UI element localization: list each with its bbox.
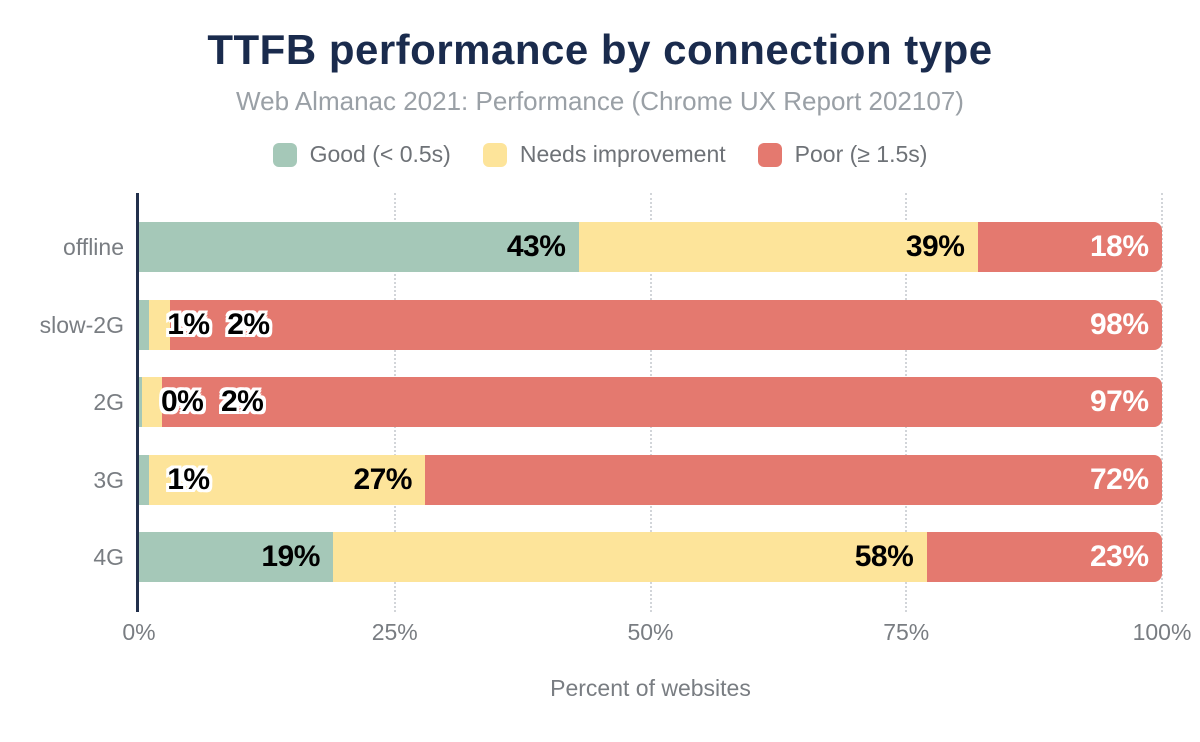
bar-value-label: 39% xyxy=(905,230,965,263)
bar-segment xyxy=(139,299,150,350)
bar-value-label: 97% xyxy=(1090,385,1149,418)
bar-value-label: 2% xyxy=(227,307,270,341)
chart-subtitle: Web Almanac 2021: Performance (Chrome UX… xyxy=(236,86,964,116)
x-axis-tick-label: 25% xyxy=(371,619,418,645)
bar-value-label: 0% xyxy=(161,385,204,418)
bar-value-label: 18% xyxy=(1090,230,1149,263)
legend-swatch-icon xyxy=(272,142,297,167)
bar-segment xyxy=(162,377,1162,427)
y-axis-line xyxy=(136,193,139,612)
bar-segment xyxy=(139,222,579,272)
bar-value-label: 19% xyxy=(261,540,320,573)
legend: Good (< 0.5s) Needs improvement Poor (≥ 1.… xyxy=(0,141,1200,168)
x-axis-tick-label: 50% xyxy=(627,619,674,645)
bar-segment xyxy=(139,532,334,582)
bar-value-label: 2% xyxy=(221,385,264,418)
y-axis-label: 3G xyxy=(93,466,124,493)
bar-segment xyxy=(425,454,1162,505)
x-axis-tick-label: 0% xyxy=(122,619,156,645)
bar-segment xyxy=(149,299,170,350)
bar-value-label: 98% xyxy=(1090,307,1149,341)
bar-segment xyxy=(977,222,1162,272)
bar-segment xyxy=(578,222,978,272)
y-axis-label: offline xyxy=(63,234,124,260)
legend-swatch-icon xyxy=(757,142,782,167)
y-axis-label: 4G xyxy=(93,544,124,570)
legend-item-label: Good (< 0.5s) xyxy=(309,141,451,167)
bar-value-label: 1% xyxy=(167,462,210,496)
chart-title: TTFB performance by connection type xyxy=(207,26,993,73)
bar-segment xyxy=(142,377,163,427)
bar-segment xyxy=(149,454,426,505)
bar-value-label: 43% xyxy=(506,230,566,263)
bar-segment xyxy=(926,532,1162,582)
x-axis-title: Percent of websites xyxy=(550,675,751,701)
bar-segment xyxy=(169,299,1162,350)
bar-segment xyxy=(139,377,142,427)
legend-swatch-icon xyxy=(482,142,507,167)
x-axis-tick-label: 100% xyxy=(1132,619,1192,645)
gridline xyxy=(1161,193,1163,612)
bar-segment xyxy=(333,532,927,582)
bar-value-label: 23% xyxy=(1090,540,1149,573)
y-axis-label: 2G xyxy=(93,389,124,415)
legend-item: Good (< 0.5s) xyxy=(272,141,451,168)
bar-value-label: 1% xyxy=(167,307,210,341)
legend-item: Poor (≥ 1.5s) xyxy=(757,141,928,168)
bar-value-label: 27% xyxy=(353,462,412,496)
legend-item: Needs improvement xyxy=(482,141,726,168)
legend-item-label: Needs improvement xyxy=(519,141,726,167)
bar-segment xyxy=(139,454,150,505)
bar-value-label: 72% xyxy=(1090,462,1149,496)
y-axis-label: slow-2G xyxy=(39,311,124,338)
legend-item-label: Poor (≥ 1.5s) xyxy=(794,141,928,167)
x-axis-tick-label: 75% xyxy=(883,619,930,645)
bar-value-label: 58% xyxy=(854,540,914,573)
